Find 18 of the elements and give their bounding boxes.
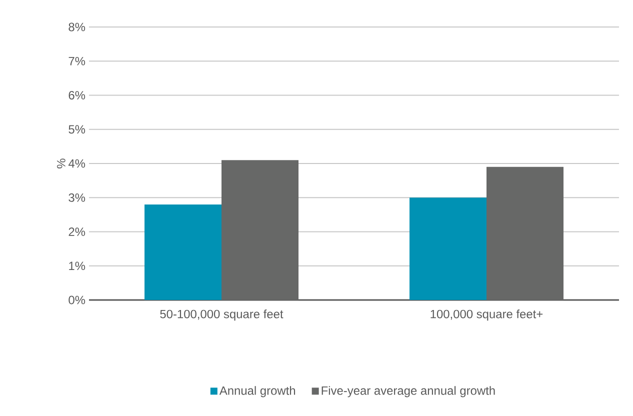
bar: [486, 166, 564, 300]
legend-label: Five-year average annual growth: [322, 386, 495, 398]
y-tick-label: 4%: [68, 159, 86, 168]
bar: [410, 198, 487, 300]
x-tick-label: 100,000 square feet+: [430, 310, 543, 321]
y-tick-label: 6%: [68, 91, 86, 100]
bar: [222, 160, 299, 300]
y-tick-label: 2%: [68, 228, 86, 236]
bar: [144, 204, 222, 300]
legend-label: Annual growth: [219, 386, 296, 398]
y-tick-label: 8%: [68, 22, 86, 32]
y-tick-label: 1%: [69, 262, 86, 270]
y-tick-label: 0%: [68, 296, 86, 304]
y-tick-label: 7%: [68, 56, 86, 66]
x-tick-label: 50-100,000 square feet: [160, 310, 284, 321]
y-axis-title: %: [56, 158, 66, 168]
y-tick-label: 3%: [68, 193, 86, 202]
y-tick-label: 5%: [68, 125, 86, 134]
